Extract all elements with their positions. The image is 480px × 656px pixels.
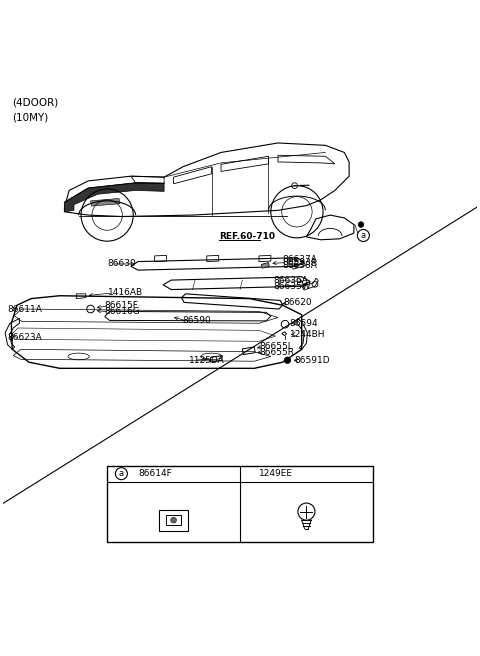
Polygon shape — [64, 183, 164, 212]
Text: 86615F: 86615F — [105, 301, 139, 310]
Text: 86616G: 86616G — [105, 308, 141, 316]
Text: 1244BH: 1244BH — [290, 330, 325, 338]
Polygon shape — [91, 199, 120, 206]
Circle shape — [171, 518, 177, 523]
Text: (4DOOR): (4DOOR) — [12, 98, 59, 108]
Text: 86630: 86630 — [107, 260, 136, 268]
Text: 1416AB: 1416AB — [108, 289, 143, 297]
Text: 86590: 86590 — [182, 316, 211, 325]
Text: 86611A: 86611A — [8, 304, 42, 314]
Text: 86635W: 86635W — [273, 281, 311, 291]
Text: 86655R: 86655R — [259, 348, 294, 357]
Circle shape — [358, 222, 364, 228]
Text: 86623A: 86623A — [8, 333, 42, 342]
Text: 86614F: 86614F — [138, 469, 172, 478]
Text: 86593A: 86593A — [283, 258, 318, 267]
Text: REF.60-710: REF.60-710 — [219, 232, 275, 241]
Text: 86620: 86620 — [284, 298, 312, 308]
Text: 86636A: 86636A — [273, 276, 308, 285]
Circle shape — [284, 357, 291, 363]
Text: 86637A: 86637A — [283, 255, 318, 264]
Polygon shape — [261, 262, 269, 268]
Text: 86638A: 86638A — [283, 261, 318, 270]
Text: a: a — [361, 231, 366, 240]
Text: 1125DA: 1125DA — [189, 356, 225, 365]
Text: 86594: 86594 — [290, 319, 318, 328]
Text: 86655L: 86655L — [259, 342, 293, 350]
Text: a: a — [119, 469, 124, 478]
Text: (10MY): (10MY) — [12, 112, 48, 122]
Text: 86591D: 86591D — [295, 356, 330, 365]
Text: 1249EE: 1249EE — [259, 469, 293, 478]
